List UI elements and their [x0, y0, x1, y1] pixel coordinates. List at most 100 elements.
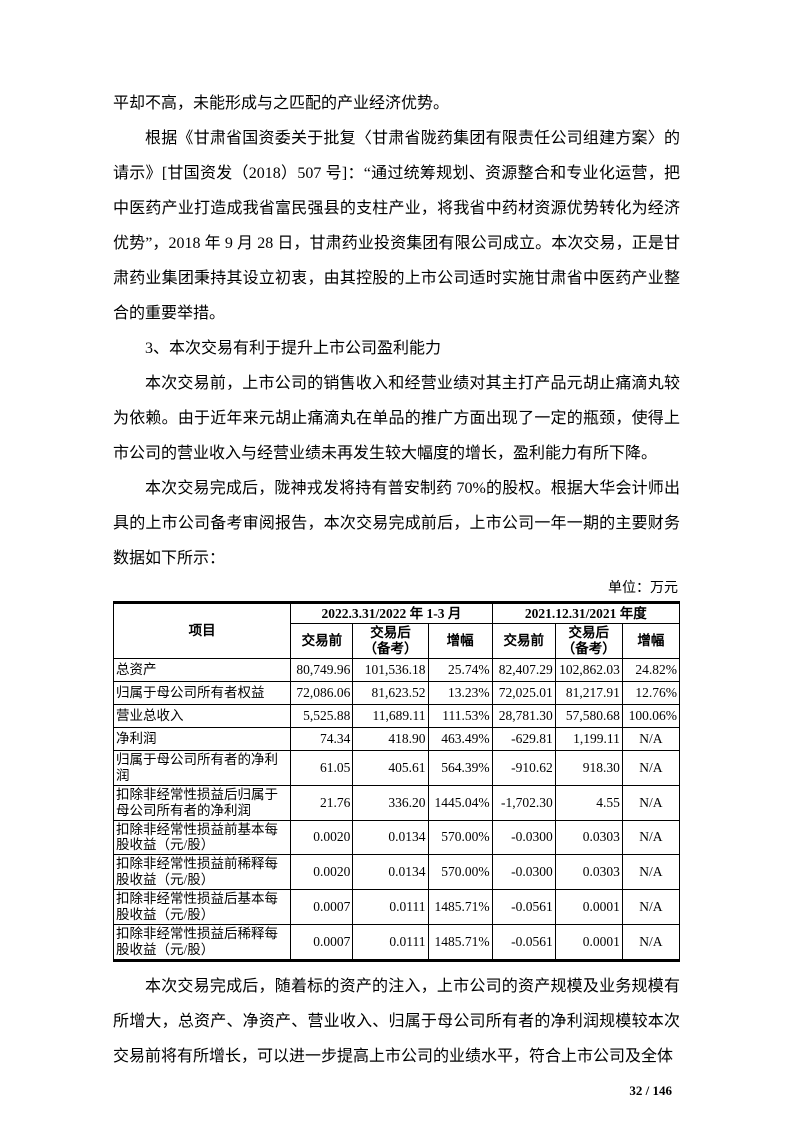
- table-row: 归属于母公司所有者权益 72,086.06 81,623.52 13.23% 72,02…: [112, 680, 681, 705]
- value-cell: 1485.71%: [427, 924, 493, 961]
- value-cell: -0.0300: [491, 854, 556, 891]
- value-cell: 81,623.52: [352, 680, 429, 705]
- value-cell: 82,407.29: [491, 657, 556, 682]
- table-row: 扣除非经常性损益前稀释每股收益（元/股） 0.0020 0.0134 570.00% -…: [112, 854, 681, 891]
- item-cell: 扣除非经常性损益前基本每股收益（元/股）: [112, 819, 292, 856]
- item-cell: 归属于母公司所有者权益: [112, 680, 292, 705]
- item-cell: 总资产: [112, 657, 292, 682]
- value-cell: 0.0134: [352, 819, 429, 856]
- value-cell: -0.0561: [491, 924, 556, 961]
- value-cell: -0.0561: [491, 889, 556, 926]
- value-cell: 74.34: [290, 726, 354, 751]
- value-cell: 336.20: [352, 784, 429, 821]
- financial-table: 项目 2022.3.31/2022 年 1-3 月 2021.12.31/202…: [112, 601, 681, 962]
- table-header-post-2022: 交易后 （备考）: [352, 623, 429, 659]
- value-cell: 0.0020: [290, 854, 354, 891]
- value-cell: N/A: [621, 726, 681, 751]
- value-cell: 111.53%: [427, 703, 493, 728]
- item-cell: 扣除非经常性损益后归属于母公司所有者的净利润: [112, 784, 292, 821]
- value-cell: 0.0001: [554, 889, 623, 926]
- value-cell: N/A: [621, 854, 681, 891]
- value-cell: 4.55: [554, 784, 623, 821]
- item-cell: 营业总收入: [112, 703, 292, 728]
- table-row: 净利润 74.34 418.90 463.49% -629.81 1,199.11 N/A: [112, 726, 681, 751]
- value-cell: 12.76%: [621, 680, 681, 705]
- value-cell: 25.74%: [427, 657, 493, 682]
- value-cell: -0.0300: [491, 819, 556, 856]
- paragraph-reliance: 本次交易前，上市公司的销售收入和经营业绩对其主打产品元胡止痛滴丸较为依赖。由于近…: [113, 375, 680, 462]
- table-row: 扣除非经常性损益后基本每股收益（元/股） 0.0007 0.0111 1485.71%…: [112, 889, 681, 926]
- value-cell: 0.0007: [290, 889, 354, 926]
- value-cell: N/A: [621, 924, 681, 961]
- table-header-period-2022: 2022.3.31/2022 年 1-3 月: [290, 602, 493, 624]
- table-row: 扣除非经常性损益后归属于母公司所有者的净利润 21.76 336.20 1445.04…: [112, 784, 681, 821]
- item-cell: 归属于母公司所有者的净利润: [112, 749, 292, 786]
- page-number: 32 / 146: [629, 1082, 672, 1098]
- table-header-change-2022: 增幅: [427, 623, 493, 659]
- value-cell: -629.81: [491, 726, 556, 751]
- table-header-sub-row: 交易前 交易后 （备考） 增幅 交易前 交易后 （备考） 增幅: [114, 623, 681, 659]
- value-cell: 1,199.11: [554, 726, 623, 751]
- value-cell: 11,689.11: [352, 703, 429, 728]
- value-cell: 72,086.06: [290, 680, 354, 705]
- table-row: 归属于母公司所有者的净利润 61.05 405.61 564.39% -910.62 91…: [112, 749, 681, 786]
- item-cell: 扣除非经常性损益后稀释每股收益（元/股）: [112, 924, 292, 961]
- value-cell: 81,217.91: [554, 680, 623, 705]
- table-row: 营业总收入 5,525.88 11,689.11 111.53% 28,781.30 57…: [112, 703, 681, 728]
- value-cell: N/A: [621, 889, 681, 926]
- table-row: 扣除非经常性损益后稀释每股收益（元/股） 0.0007 0.0111 1485.71%…: [112, 924, 681, 961]
- table-header-change-2021: 增幅: [621, 623, 681, 659]
- paragraph-policy-basis: 根据《甘肃省国资委关于批复〈甘肃省陇药集团有限责任公司组建方案〉的请示》[甘国资…: [113, 130, 680, 322]
- value-cell: 1485.71%: [427, 889, 493, 926]
- value-cell: N/A: [621, 749, 681, 786]
- table-header-group-row: 项目 2022.3.31/2022 年 1-3 月 2021.12.31/202…: [112, 602, 681, 659]
- value-cell: 463.49%: [427, 726, 493, 751]
- value-cell: 1445.04%: [427, 784, 493, 821]
- item-cell: 扣除非经常性损益后基本每股收益（元/股）: [112, 889, 292, 926]
- value-cell: N/A: [621, 819, 681, 856]
- paragraph-carryover: 平却不高，未能形成与之匹配的产业经济优势。: [113, 95, 450, 112]
- item-cell: 扣除非经常性损益前稀释每股收益（元/股）: [112, 854, 292, 891]
- value-cell: 564.39%: [427, 749, 493, 786]
- table-header-pre-2021: 交易前: [491, 623, 556, 659]
- paragraph-closing: 本次交易完成后，随着标的资产的注入，上市公司的资产规模及业务规模有所增大，总资产…: [113, 977, 680, 1065]
- value-cell: 5,525.88: [290, 703, 354, 728]
- paragraph-proforma-intro: 本次交易完成后，陇神戎发将持有普安制药 70%的股权。根据大华会计师出具的上市公…: [113, 480, 680, 567]
- value-cell: 24.82%: [621, 657, 681, 682]
- value-cell: 918.30: [554, 749, 623, 786]
- value-cell: 61.05: [290, 749, 354, 786]
- value-cell: 418.90: [352, 726, 429, 751]
- table-header-pre-2022: 交易前: [290, 623, 354, 659]
- value-cell: -910.62: [491, 749, 556, 786]
- value-cell: 0.0303: [554, 819, 623, 856]
- table-row: 总资产 80,749.96 101,536.18 25.74% 82,407.29 102…: [112, 657, 681, 682]
- section-heading-3: 3、本次交易有利于提升上市公司盈利能力: [145, 340, 442, 357]
- value-cell: 0.0001: [554, 924, 623, 961]
- value-cell: 0.0111: [352, 889, 429, 926]
- value-cell: 0.0111: [352, 924, 429, 961]
- value-cell: 0.0303: [554, 854, 623, 891]
- value-cell: 405.61: [352, 749, 429, 786]
- value-cell: 80,749.96: [290, 657, 354, 682]
- table-row: 扣除非经常性损益前基本每股收益（元/股） 0.0020 0.0134 570.00% -…: [112, 819, 681, 856]
- value-cell: 100.06%: [621, 703, 681, 728]
- value-cell: 21.76: [290, 784, 354, 821]
- table-header-post-2021: 交易后 （备考）: [554, 623, 623, 659]
- item-cell: 净利润: [112, 726, 292, 751]
- value-cell: 28,781.30: [491, 703, 556, 728]
- unit-label: 单位：万元: [608, 581, 678, 596]
- value-cell: 0.0020: [290, 819, 354, 856]
- value-cell: 570.00%: [427, 819, 493, 856]
- value-cell: 102,862.03: [554, 657, 623, 682]
- table-header-item: 项目: [112, 602, 292, 659]
- value-cell: N/A: [621, 784, 681, 821]
- value-cell: 570.00%: [427, 854, 493, 891]
- table-header-period-2021: 2021.12.31/2021 年度: [491, 602, 681, 624]
- value-cell: 0.0007: [290, 924, 354, 961]
- value-cell: 57,580.68: [554, 703, 623, 728]
- value-cell: -1,702.30: [491, 784, 556, 821]
- value-cell: 13.23%: [427, 680, 493, 705]
- value-cell: 72,025.01: [491, 680, 556, 705]
- value-cell: 0.0134: [352, 854, 429, 891]
